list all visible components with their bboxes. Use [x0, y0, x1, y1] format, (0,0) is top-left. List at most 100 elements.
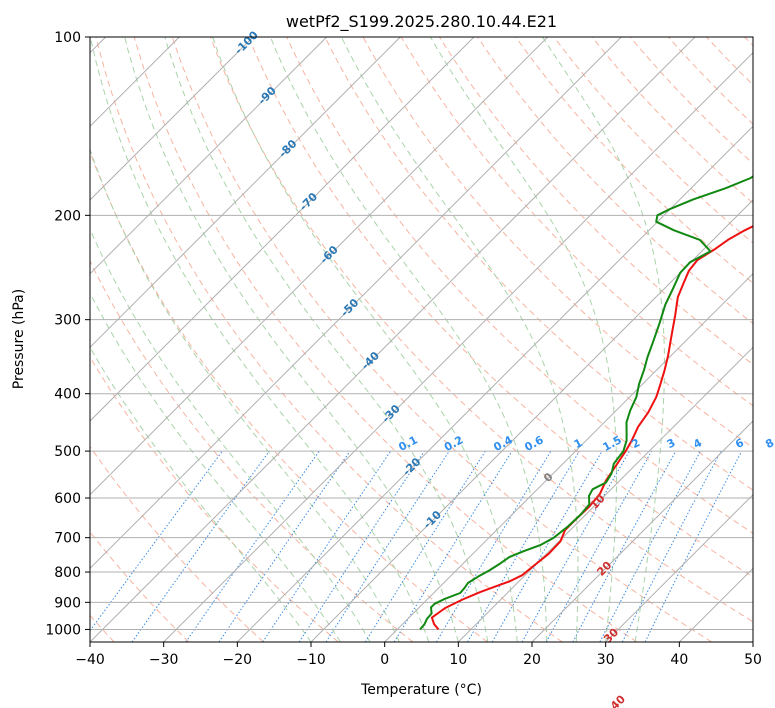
- x-tick-label: 0: [380, 652, 389, 668]
- temperature-profile-line: [430, 225, 753, 631]
- isotherm-line: [384, 272, 753, 642]
- moist-adiabat: [90, 37, 430, 642]
- y-tick-label: 700: [54, 531, 81, 547]
- dry-adiabat: [515, 37, 753, 284]
- isotherm-line: [90, 37, 401, 349]
- dry-adiabat: [171, 37, 712, 642]
- dry-adiabat: [324, 37, 753, 491]
- axes: −40 −30 −20 −10 0 10 20 30 40 50 100 200 300 400 500 60…: [45, 30, 762, 668]
- isotherm-line: [605, 493, 753, 642]
- mixing-ratio-line: [521, 450, 630, 642]
- dry-adiabat: [744, 37, 753, 47]
- y-tick-label: 100: [54, 30, 81, 46]
- dry-adiabat: [706, 37, 753, 86]
- y-tick-label: 300: [54, 313, 81, 329]
- moist-adiabat: [212, 37, 518, 642]
- x-tick-label: 50: [744, 652, 762, 668]
- isotherm-label: -10: [421, 508, 444, 531]
- mixing-ratio-line: [131, 450, 270, 642]
- dry-adiabat: [90, 356, 339, 642]
- moist-adiabat: [429, 37, 617, 642]
- isotherm-line: [457, 346, 753, 642]
- dry-adiabat: [210, 37, 753, 623]
- moist-adiabat: [90, 291, 341, 642]
- x-tick-label: −20: [223, 652, 253, 668]
- mixing-ratio-line: [572, 450, 677, 642]
- isotherm-line: [163, 51, 753, 642]
- moist-adiabat: [340, 37, 579, 642]
- dry-adiabat: [591, 37, 753, 204]
- x-tick-label: −30: [149, 652, 179, 668]
- mixing-ratio-label: 8: [763, 436, 775, 451]
- chart-title: wetPf2_S199.2025.280.10.44.E21: [286, 12, 557, 32]
- dry-adiabat: [95, 37, 563, 642]
- mixing-ratio-line: [621, 450, 722, 642]
- dry-adiabat: [286, 37, 753, 534]
- isotherm-line: [678, 567, 753, 642]
- mixing-ratio-line: [467, 450, 580, 642]
- x-axis-label: Temperature (°C): [360, 682, 482, 698]
- y-tick-label: 600: [54, 491, 81, 507]
- isotherm-label: -40: [359, 349, 382, 372]
- x-tick-label: 30: [597, 652, 615, 668]
- dry-adiabat: [90, 531, 190, 642]
- moist-adiabat: [90, 147, 400, 642]
- isotherm-line: [531, 420, 753, 642]
- mixing-ratio-label: 6: [733, 436, 746, 451]
- y-tick-label: 800: [54, 565, 81, 581]
- dry-adiabat: [133, 37, 638, 642]
- moist-adiabat: [90, 228, 371, 642]
- dry-adiabat: [90, 150, 488, 642]
- isotherm-line: [90, 37, 328, 275]
- moist-adiabat: [542, 37, 666, 642]
- x-tick-label: 20: [523, 652, 541, 668]
- mixing-ratio-line: [298, 450, 425, 642]
- plot-frame: [89, 36, 754, 643]
- mixing-ratio-line: [325, 450, 450, 642]
- warm-isotherm-label: 40: [608, 692, 628, 708]
- mixing-ratio-line: [185, 450, 320, 642]
- isotherm-line: [90, 37, 696, 642]
- mixing-ratio-label: 2: [629, 436, 642, 451]
- sounding-profiles: [419, 175, 753, 631]
- y-axis-label: Pressure (hPa): [11, 289, 27, 389]
- y-tick-label: 1000: [45, 622, 81, 638]
- mixing-ratio-label: 3: [665, 436, 678, 451]
- moist-adiabat: [164, 37, 489, 642]
- dry-adiabat: [668, 37, 753, 125]
- dry-adiabat: [248, 37, 753, 578]
- isotherm-label: -50: [338, 296, 361, 319]
- isotherm-line: [752, 641, 753, 642]
- mixing-ratio-line: [262, 450, 392, 642]
- x-tick-label: −40: [75, 652, 105, 668]
- x-tick-label: −10: [296, 652, 326, 668]
- y-tick-label: 400: [54, 387, 81, 403]
- isotherm-line: [90, 37, 549, 496]
- dry-adiabat: [90, 445, 264, 642]
- mixing-ratio-line: [435, 450, 552, 642]
- isotherm-label: -100: [232, 28, 261, 57]
- isotherm-line: [90, 37, 622, 570]
- y-tick-label: 200: [54, 208, 81, 224]
- isotherm-line: [310, 199, 753, 642]
- y-tick-label: 900: [54, 595, 81, 611]
- mixing-ratio-line: [90, 450, 223, 632]
- mixing-ratio-line: [393, 450, 513, 642]
- y-tick-label: 500: [54, 444, 81, 460]
- dry-adiabat: [90, 259, 414, 642]
- x-tick-label: 10: [449, 652, 467, 668]
- mixing-ratio-line: [364, 450, 486, 642]
- mixing-ratio-line: [545, 450, 653, 642]
- mixing-ratio-line: [218, 450, 351, 642]
- dewpoint-profile-line: [419, 175, 753, 631]
- mixing-ratio-line: [644, 450, 743, 642]
- line-labels: -100-90-80-70-60-50-40-30-20-10010203040…: [232, 28, 775, 708]
- mixing-ratio-line: [599, 450, 701, 642]
- isotherm-line: [90, 37, 254, 201]
- moist-adiabat: [124, 37, 459, 642]
- isotherm-line: [236, 125, 753, 642]
- isotherm-label: -30: [379, 402, 402, 425]
- warm-isotherm-label: 30: [601, 625, 621, 645]
- x-tick-label: 40: [670, 652, 688, 668]
